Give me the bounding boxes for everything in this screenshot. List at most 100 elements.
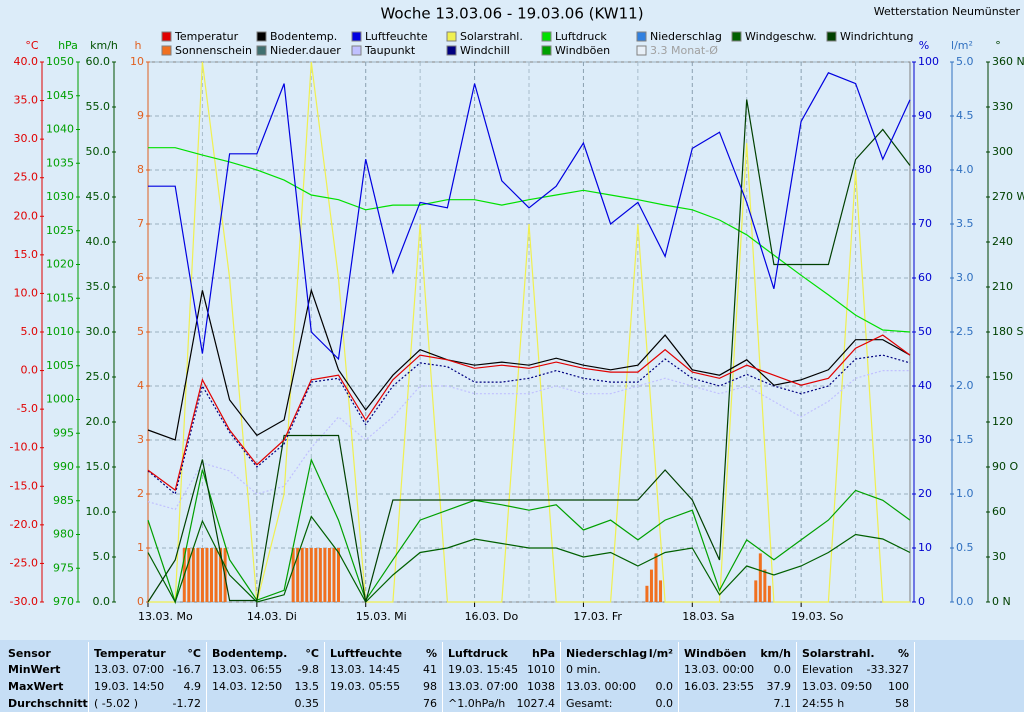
y-tick-label: 15.0 bbox=[14, 248, 39, 261]
y-tick-label: 330 bbox=[992, 100, 1013, 113]
stat-value: -16.7 bbox=[172, 663, 201, 676]
sensor-name: Bodentemp. bbox=[212, 647, 288, 660]
sensor-block: Niederschlag l/m² 0 min. 13.03. 00:00 0.0 Ges… bbox=[560, 642, 678, 712]
y-tick-label: 30.0 bbox=[86, 325, 111, 338]
y-tick-label: 3 bbox=[137, 433, 144, 446]
stats-table: Sensor MinWert MaxWert Durchschnitt Temperat… bbox=[0, 640, 1024, 712]
y-tick-label: 30.0 bbox=[14, 132, 39, 145]
stat-value: 0.0 bbox=[655, 680, 674, 693]
sunshine-bar bbox=[754, 580, 758, 602]
sunshine-bar bbox=[327, 548, 331, 602]
y-tick-label: 2 bbox=[137, 487, 144, 500]
y-tick-label: 995 bbox=[53, 426, 74, 439]
stat-value: 37.9 bbox=[766, 680, 792, 693]
legend-label: Windböen bbox=[555, 44, 610, 57]
y-tick-label: 0.5 bbox=[956, 541, 974, 554]
stat-value: 4.9 bbox=[183, 680, 202, 693]
y-tick-label: 1010 bbox=[46, 325, 74, 338]
legend-swatch bbox=[541, 31, 552, 42]
legend-swatch bbox=[256, 45, 267, 56]
sunshine-bar bbox=[200, 548, 204, 602]
legend-swatch bbox=[731, 31, 742, 42]
stat-time: 0 min. bbox=[566, 663, 601, 676]
y-tick-label: 0 bbox=[137, 595, 144, 608]
y-tick-label: 60 bbox=[992, 505, 1006, 518]
stat-value: 13.5 bbox=[294, 680, 320, 693]
sunshine-bar bbox=[309, 548, 313, 602]
stat-value: 41 bbox=[423, 663, 437, 676]
legend-label: Windrichtung bbox=[840, 30, 913, 43]
y-tick-label: 55.0 bbox=[86, 100, 111, 113]
x-tick-label: 18.03. Sa bbox=[682, 610, 734, 623]
empty-block bbox=[914, 642, 1023, 712]
y-tick-label: 25.0 bbox=[86, 370, 111, 383]
y-tick-label: 6 bbox=[137, 271, 144, 284]
legend-swatch bbox=[826, 31, 837, 42]
y-tick-label: 70 bbox=[918, 217, 932, 230]
y-tick-label: 40 bbox=[918, 379, 932, 392]
legend-label: Luftfeuchte bbox=[365, 30, 428, 43]
legend-label: Nieder.dauer bbox=[270, 44, 341, 57]
y-tick-label: 0 N bbox=[992, 595, 1011, 608]
y-tick-label: 240 bbox=[992, 235, 1013, 248]
y-tick-label: 1.0 bbox=[956, 487, 974, 500]
y-tick-label: 3.5 bbox=[956, 217, 974, 230]
y-tick-label: 2.0 bbox=[956, 379, 974, 392]
legend-swatch bbox=[541, 45, 552, 56]
stat-value: 58 bbox=[895, 697, 909, 710]
stat-value: 98 bbox=[423, 680, 437, 693]
sensor-name: Niederschlag bbox=[566, 647, 648, 660]
stat-time: 13.03. 00:00 bbox=[684, 663, 755, 676]
chart-title: Woche 13.03.06 - 19.03.06 (KW11) bbox=[380, 5, 643, 23]
y-tick-label: 10.0 bbox=[14, 286, 39, 299]
legend-swatch bbox=[351, 45, 362, 56]
series-line bbox=[147, 354, 911, 496]
x-tick-label: 16.03. Do bbox=[465, 610, 519, 623]
y-tick-label: 8 bbox=[137, 163, 144, 176]
y-tick-label: 2.5 bbox=[956, 325, 974, 338]
y-tick-label: 1.5 bbox=[956, 433, 974, 446]
y-tick-label: 975 bbox=[53, 561, 74, 574]
y-tick-label: 270 W bbox=[992, 190, 1024, 203]
stat-time: 19.03. 15:45 bbox=[448, 663, 519, 676]
sunshine-bar bbox=[767, 585, 771, 602]
y-tick-label: 1040 bbox=[46, 123, 74, 136]
y-tick-label: 5.0 bbox=[21, 325, 39, 338]
y-tick-label: 80 bbox=[918, 163, 932, 176]
axis-unit: l/m² bbox=[951, 39, 973, 52]
stat-value: 0.35 bbox=[294, 697, 320, 710]
y-tick-label: -10.0 bbox=[10, 441, 38, 454]
y-tick-label: 20.0 bbox=[14, 209, 39, 222]
y-tick-label: 90 bbox=[918, 109, 932, 122]
series-line bbox=[147, 99, 911, 603]
y-tick-label: 1030 bbox=[46, 190, 74, 203]
axis-unit: ° bbox=[995, 39, 1001, 52]
stat-time: 14.03. 12:50 bbox=[212, 680, 283, 693]
y-tick-label: 1035 bbox=[46, 156, 74, 169]
legend-label: Luftdruck bbox=[555, 30, 607, 43]
stat-value: 1010 bbox=[527, 663, 555, 676]
row-label: MaxWert bbox=[8, 680, 64, 693]
legend-swatch bbox=[161, 31, 172, 42]
y-tick-label: -15.0 bbox=[10, 479, 38, 492]
stat-time: 19.03. 05:55 bbox=[330, 680, 401, 693]
stat-value: 1027.4 bbox=[516, 697, 556, 710]
sensor-unit: % bbox=[425, 647, 437, 660]
sunshine-bar bbox=[323, 548, 327, 602]
sunshine-bar bbox=[654, 553, 658, 602]
y-tick-label: 1025 bbox=[46, 224, 74, 237]
y-tick-label: 60.0 bbox=[86, 55, 111, 68]
y-tick-label: 35.0 bbox=[14, 94, 39, 107]
stat-time: 13.03. 00:00 bbox=[566, 680, 637, 693]
sensor-unit: °C bbox=[305, 647, 319, 660]
y-tick-label: 4 bbox=[137, 379, 144, 392]
sensor-block: Bodentemp. °C 13.03. 06:55 -9.8 14.03. 12:50… bbox=[206, 642, 324, 712]
legend-label: 3.3 Monat-Ø bbox=[650, 44, 718, 57]
y-tick-label: 300 bbox=[992, 145, 1013, 158]
sensor-name: Windböen bbox=[684, 647, 747, 660]
row-labels: Sensor MinWert MaxWert Durchschnitt bbox=[4, 642, 88, 712]
sunshine-bar bbox=[214, 548, 218, 602]
stat-time: 16.03. 23:55 bbox=[684, 680, 755, 693]
legend-label: Bodentemp. bbox=[270, 30, 337, 43]
